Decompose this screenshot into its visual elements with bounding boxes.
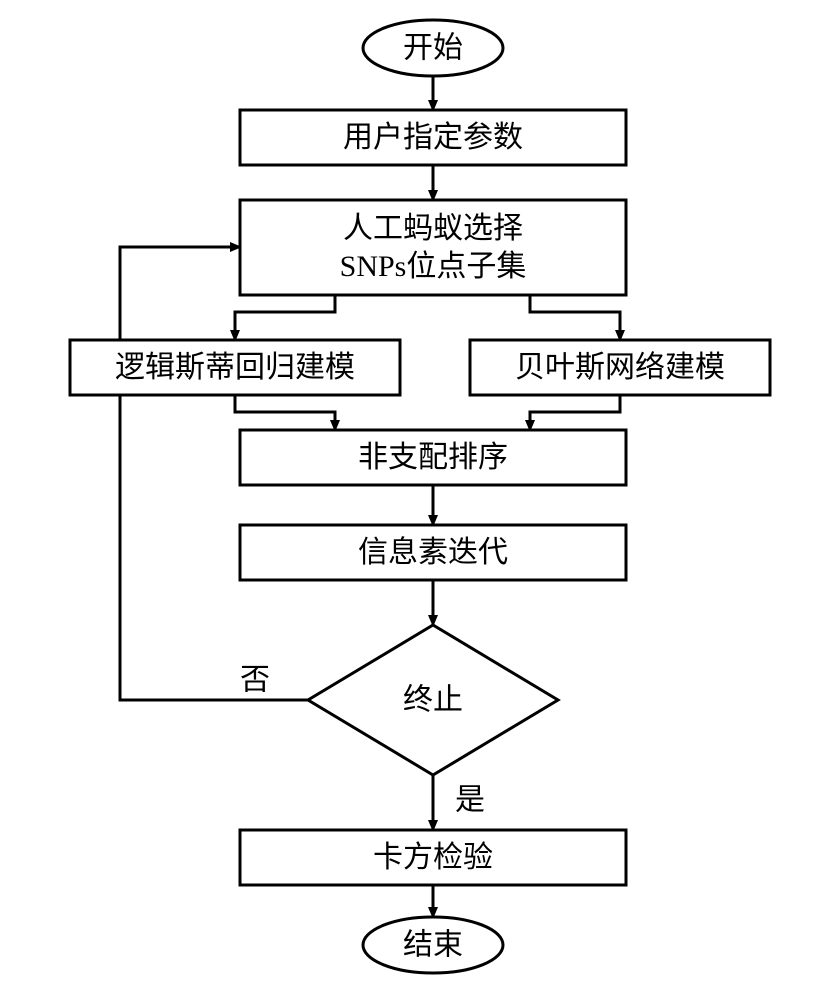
node-select-label-0: 人工蚂蚁选择 <box>343 212 523 245</box>
edge-select-logistic <box>235 295 335 340</box>
edge-select-bayes <box>530 295 620 340</box>
node-start-label: 开始 <box>403 32 463 65</box>
node-params-label: 用户指定参数 <box>343 121 523 154</box>
node-nondom-label: 非支配排序 <box>358 441 508 474</box>
node-phero-label: 信息素迭代 <box>358 536 508 569</box>
node-select-label-1: SNPs位点子集 <box>340 250 527 283</box>
node-decide-label: 终止 <box>403 684 463 717</box>
edge-bayes-nondom <box>530 395 620 430</box>
edge-logistic-nondom <box>235 395 335 430</box>
node-logistic-label: 逻辑斯蒂回归建模 <box>115 351 355 384</box>
node-chi-label: 卡方检验 <box>373 841 493 874</box>
node-end-label: 结束 <box>403 929 463 962</box>
node-bayes-label: 贝叶斯网络建模 <box>515 351 725 384</box>
edge-label-decide-chi: 是 <box>455 784 485 817</box>
edge-label-decide-select: 否 <box>240 664 270 697</box>
